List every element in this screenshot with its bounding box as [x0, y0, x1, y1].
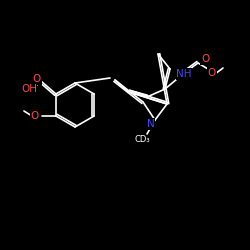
Text: O: O: [33, 74, 41, 84]
Text: O: O: [31, 111, 39, 121]
Text: O: O: [201, 54, 209, 64]
Text: NH: NH: [176, 69, 192, 79]
Text: CD₃: CD₃: [134, 136, 150, 144]
Text: O: O: [208, 68, 216, 78]
Text: OH: OH: [21, 84, 37, 94]
Text: N: N: [147, 119, 155, 129]
